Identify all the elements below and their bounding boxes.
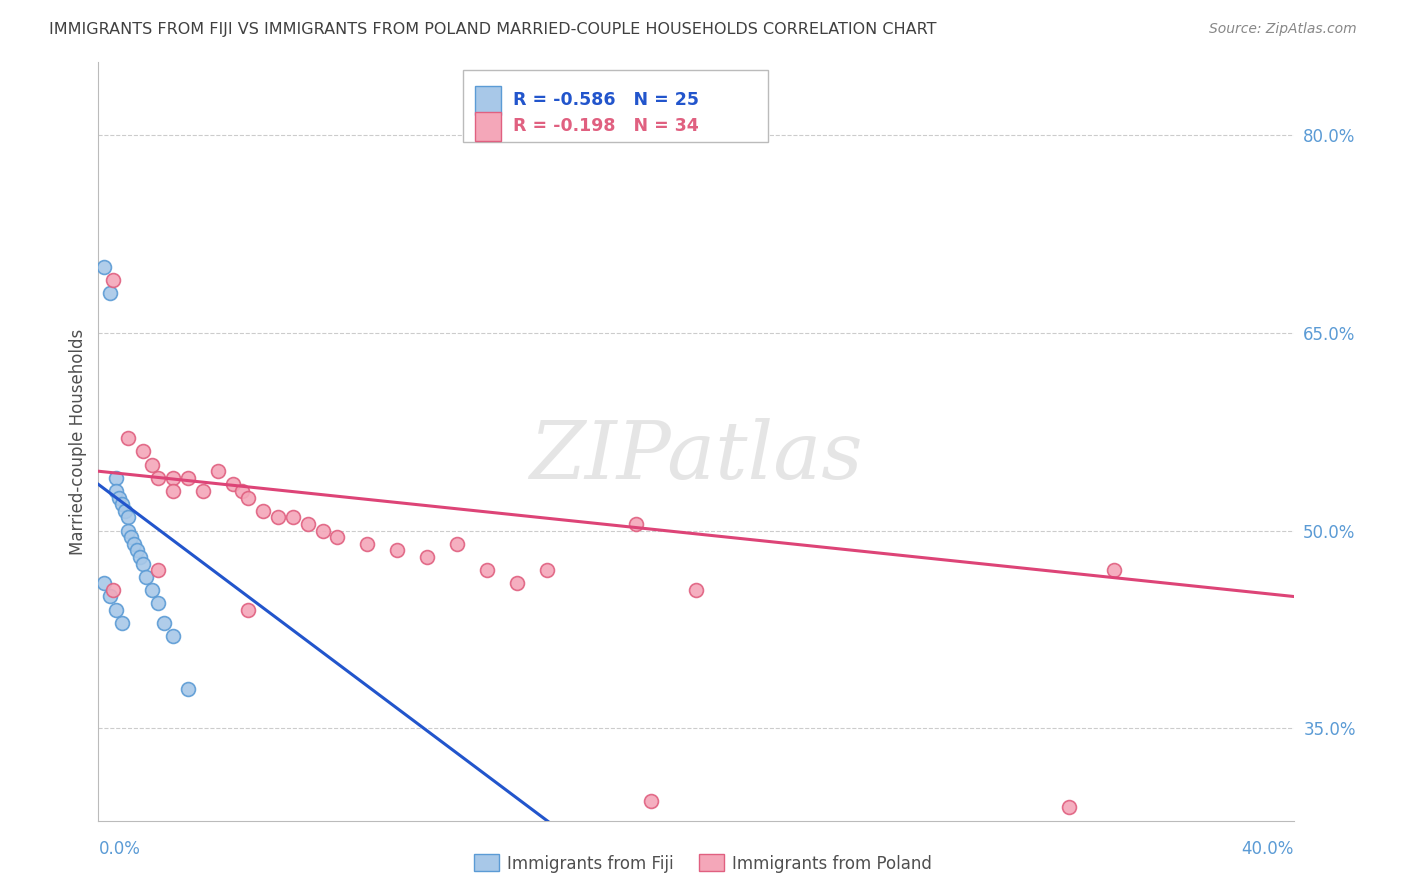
Legend: Immigrants from Fiji, Immigrants from Poland: Immigrants from Fiji, Immigrants from Po… bbox=[467, 847, 939, 880]
Point bbox=[207, 464, 229, 478]
Point bbox=[685, 582, 707, 597]
Point bbox=[117, 431, 139, 445]
Point bbox=[103, 273, 125, 287]
Text: 40.0%: 40.0% bbox=[1241, 840, 1294, 858]
Point bbox=[297, 516, 319, 531]
Point bbox=[177, 681, 200, 696]
FancyBboxPatch shape bbox=[475, 86, 501, 115]
Point bbox=[127, 543, 149, 558]
Point bbox=[356, 537, 378, 551]
Point bbox=[252, 504, 274, 518]
Point bbox=[132, 444, 155, 458]
FancyBboxPatch shape bbox=[475, 112, 501, 141]
Point bbox=[506, 576, 529, 591]
Point bbox=[267, 510, 290, 524]
Point bbox=[281, 510, 304, 524]
Text: R = -0.198   N = 34: R = -0.198 N = 34 bbox=[513, 117, 699, 136]
Point bbox=[640, 794, 662, 808]
Point bbox=[103, 582, 125, 597]
Point bbox=[120, 530, 142, 544]
Point bbox=[129, 549, 152, 564]
FancyBboxPatch shape bbox=[463, 70, 768, 142]
Point bbox=[148, 596, 170, 610]
Point bbox=[135, 570, 157, 584]
Point bbox=[93, 576, 115, 591]
Point bbox=[231, 483, 253, 498]
Point bbox=[98, 590, 122, 604]
Point bbox=[385, 543, 409, 558]
Point bbox=[626, 516, 648, 531]
Point bbox=[162, 471, 184, 485]
Text: IMMIGRANTS FROM FIJI VS IMMIGRANTS FROM POLAND MARRIED-COUPLE HOUSEHOLDS CORRELA: IMMIGRANTS FROM FIJI VS IMMIGRANTS FROM … bbox=[49, 22, 936, 37]
Point bbox=[105, 602, 128, 616]
Point bbox=[124, 537, 146, 551]
Point bbox=[162, 483, 184, 498]
Point bbox=[236, 602, 259, 616]
Point bbox=[132, 557, 155, 571]
Point bbox=[108, 491, 131, 505]
Point bbox=[148, 471, 170, 485]
Point bbox=[93, 260, 115, 274]
Point bbox=[177, 471, 200, 485]
Point bbox=[236, 491, 259, 505]
Point bbox=[148, 563, 170, 577]
Point bbox=[105, 471, 128, 485]
Point bbox=[326, 530, 349, 544]
Point bbox=[162, 629, 184, 643]
Point bbox=[222, 477, 245, 491]
Point bbox=[141, 458, 163, 472]
Point bbox=[114, 504, 136, 518]
Point bbox=[191, 483, 214, 498]
Y-axis label: Married-couple Households: Married-couple Households bbox=[69, 328, 87, 555]
Point bbox=[475, 563, 498, 577]
Text: ZIPatlas: ZIPatlas bbox=[529, 418, 863, 495]
Point bbox=[153, 615, 176, 630]
Point bbox=[117, 524, 139, 538]
Point bbox=[536, 563, 558, 577]
Text: Source: ZipAtlas.com: Source: ZipAtlas.com bbox=[1209, 22, 1357, 37]
Point bbox=[311, 524, 333, 538]
Point bbox=[105, 483, 128, 498]
Point bbox=[416, 549, 439, 564]
Point bbox=[141, 582, 163, 597]
Point bbox=[1059, 800, 1081, 814]
Point bbox=[1104, 563, 1126, 577]
Point bbox=[117, 510, 139, 524]
Point bbox=[111, 615, 134, 630]
Point bbox=[446, 537, 468, 551]
Point bbox=[98, 286, 122, 301]
Text: 0.0%: 0.0% bbox=[98, 840, 141, 858]
Text: R = -0.586   N = 25: R = -0.586 N = 25 bbox=[513, 91, 699, 110]
Point bbox=[111, 497, 134, 511]
